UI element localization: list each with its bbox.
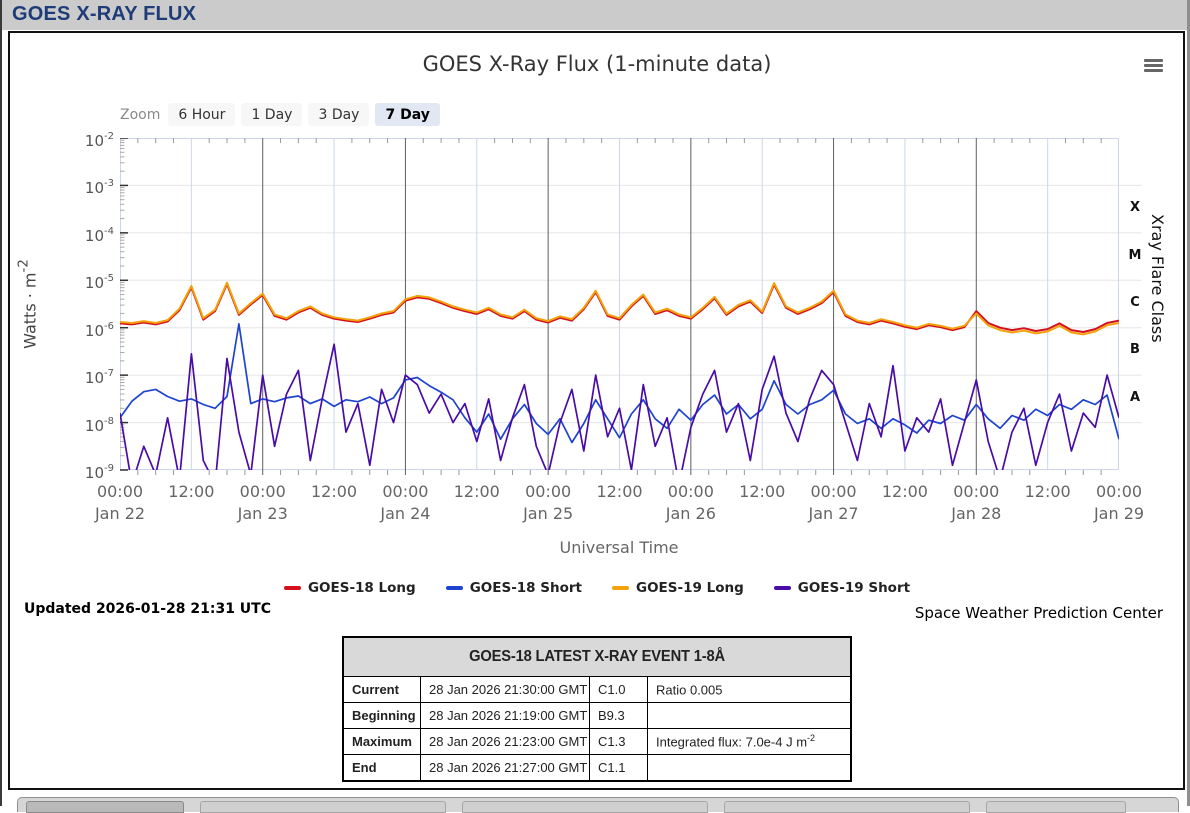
- legend-item-goes19-long[interactable]: GOES-19 Long: [612, 580, 744, 596]
- x-axis-title: Universal Time: [559, 538, 679, 557]
- zoom-label: Zoom: [120, 106, 161, 123]
- flare-class-axis-title: Xray Flare Class: [1148, 214, 1167, 343]
- bottom-tab[interactable]: [724, 801, 970, 813]
- legend-item-goes19-short[interactable]: GOES-19 Short: [773, 580, 910, 596]
- chart-legend: GOES-18 Long GOES-18 Short GOES-19 Long …: [2, 580, 1190, 596]
- hamburger-bar: [1144, 59, 1163, 62]
- zoom-button-1day[interactable]: 1 Day: [241, 103, 303, 126]
- bottom-panel-edge: [17, 797, 1179, 813]
- window-right-edge: [1187, 0, 1190, 806]
- table-row-current: Current 28 Jan 2026 21:30:00 GMT C1.0 Ra…: [342, 676, 852, 703]
- series-goes-18-long: [120, 283, 1119, 333]
- chart-title: GOES X-Ray Flux (1-minute data): [422, 52, 772, 76]
- legend-swatch: [612, 586, 629, 590]
- series-goes-19-long: [120, 281, 1119, 336]
- zoom-button-7day[interactable]: 7 Day: [375, 103, 440, 126]
- latest-xray-event-table: GOES-18 LATEST X-RAY EVENT 1-8Å Current …: [342, 636, 852, 782]
- legend-swatch: [445, 586, 463, 590]
- hamburger-bar: [1144, 64, 1163, 67]
- y-axis-title: Watts · m-2: [16, 259, 40, 349]
- table-row-maximum: Maximum 28 Jan 2026 21:23:00 GMT C1.3 In…: [342, 728, 852, 755]
- window-title-bar: GOES X-RAY FLUX: [2, 0, 1190, 30]
- legend-item-goes18-short[interactable]: GOES-18 Short: [445, 580, 582, 596]
- chart-menu-hamburger-icon[interactable]: [1144, 59, 1163, 74]
- swpc-credit: Space Weather Prediction Center: [914, 604, 1163, 622]
- bottom-tab[interactable]: [200, 801, 446, 813]
- event-table-title: GOES-18 LATEST X-RAY EVENT 1-8Å: [342, 636, 852, 677]
- page-title: GOES X-RAY FLUX: [12, 3, 197, 25]
- zoom-button-6hour[interactable]: 6 Hour: [168, 103, 236, 126]
- updated-timestamp: Updated 2026-01-28 21:31 UTC: [24, 601, 271, 617]
- legend-swatch: [283, 586, 301, 590]
- bottom-tab[interactable]: [462, 801, 708, 813]
- hamburger-bar: [1144, 69, 1163, 72]
- flux-plot-area[interactable]: [120, 138, 1143, 476]
- bottom-tab[interactable]: [26, 801, 184, 813]
- range-selector: Zoom 6 Hour 1 Day 3 Day 7 Day: [120, 103, 446, 126]
- legend-swatch: [773, 586, 791, 590]
- bottom-tab[interactable]: [986, 801, 1126, 813]
- table-row-beginning: Beginning 28 Jan 2026 21:19:00 GMT B9.3: [342, 702, 852, 729]
- table-row-end: End 28 Jan 2026 21:27:00 GMT C1.1: [342, 754, 852, 782]
- legend-item-goes18-long[interactable]: GOES-18 Long: [283, 580, 416, 596]
- series-goes-19-short: [120, 343, 1119, 470]
- zoom-button-3day[interactable]: 3 Day: [308, 103, 370, 126]
